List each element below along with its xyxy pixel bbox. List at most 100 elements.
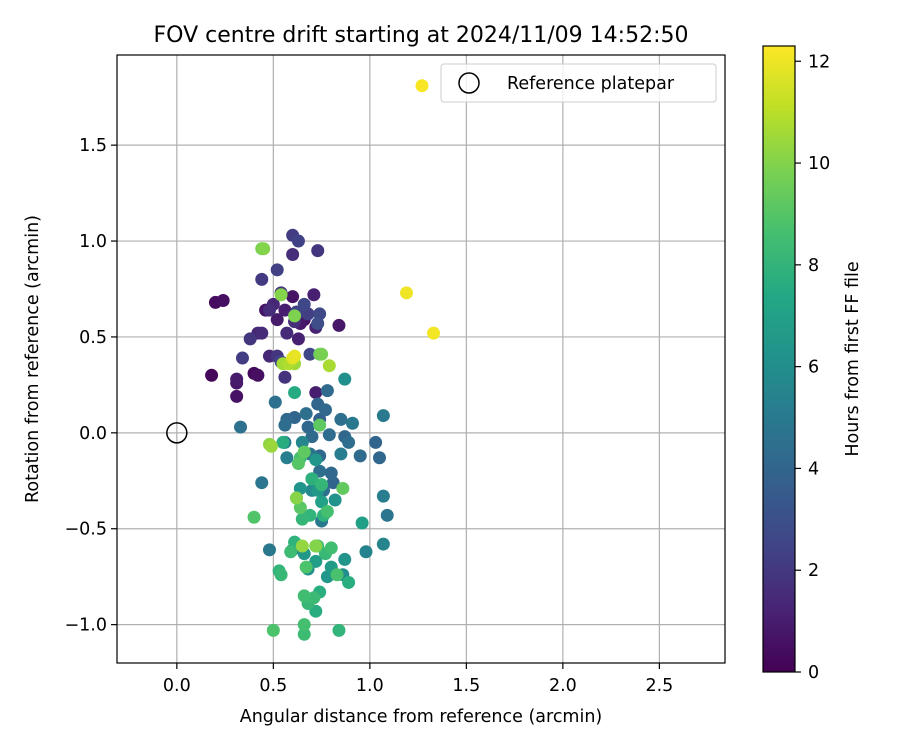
colorbar-tick-label: 6 [808,358,819,378]
legend: Reference platepar [440,63,717,103]
scatter-point [334,412,348,426]
scatter-point [318,403,332,417]
scatter-point [353,449,367,463]
scatter-point [332,318,346,332]
legend-marker-icon [458,72,480,94]
scatter-point [262,303,276,317]
scatter-point [338,372,352,386]
scatter-point [342,575,356,589]
scatter-point [276,435,290,449]
scatter-point [315,495,329,509]
scatter-point [288,309,302,323]
scatter-point [247,510,261,524]
scatter-point [270,263,284,277]
y-axis-ticks: −1.0 −0.5 0.0 0.5 1.0 1.5 [65,136,117,636]
scatter-point [311,317,325,331]
colorbar-ticks: 0 2 4 6 8 10 12 [795,52,830,683]
y-tick-label: 1.0 [79,232,107,252]
x-tick-label: 1.5 [452,676,480,696]
scatter-point [299,407,313,421]
scatter-point [270,313,284,327]
x-tick-label: 2.5 [645,676,673,696]
y-tick-label: −1.0 [65,616,108,636]
scatter-point [324,466,338,480]
scatter-point [336,481,350,495]
axes-frame [116,54,726,664]
colorbar-gradient [762,45,796,673]
scatter-point [345,416,359,430]
scatter-point [342,435,356,449]
scatter-point [427,326,441,340]
scatter-point [278,418,292,432]
scatter-point [303,347,317,361]
scatter-point [291,234,305,248]
scatter-point [311,244,325,258]
scatter-points [205,79,441,641]
scatter-point [274,568,288,582]
scatter-point [243,332,257,346]
scatter-point [288,386,302,400]
scatter-point [295,512,309,526]
scatter-point [255,326,269,340]
scatter-point [320,504,334,518]
scatter-point [330,568,344,582]
x-tick-label: 0.0 [163,676,191,696]
scatter-point [359,545,373,559]
scatter-point [291,332,305,346]
scatter-point [309,554,323,568]
scatter-point [286,247,300,261]
x-axis-label: Angular distance from reference (arcmin) [240,707,603,727]
scatter-point [309,386,323,400]
scatter-point [266,623,280,637]
y-tick-label: 0.5 [79,328,107,348]
y-axis-label: Rotation from reference (arcmin) [23,215,43,503]
scatter-point [257,242,271,256]
plot-area: 0.0 0.5 1.0 1.5 2.0 2.5 −1.0 −0.5 0.0 0.5 1.0 1.5 [65,54,726,696]
scatter-point [234,420,248,434]
x-axis-ticks: 0.0 0.5 1.0 1.5 2.0 2.5 [163,663,673,696]
scatter-point [255,272,269,286]
colorbar-tick-label: 8 [808,256,819,276]
scatter-point [376,537,390,551]
scatter-point [305,430,319,444]
scatter-point [338,552,352,566]
colorbar-tick-label: 4 [808,459,819,479]
scatter-point [320,384,334,398]
scatter-point [334,447,348,461]
scatter-point [307,591,321,605]
scatter-point [369,435,383,449]
scatter-point [235,351,249,365]
scatter-point [324,541,338,555]
y-tick-label: −0.5 [65,520,108,540]
scatter-point [278,303,292,317]
scatter-point [376,489,390,503]
scatter-point [286,290,300,304]
scatter-point [230,389,244,403]
scatter-point [284,545,298,559]
scatter-point [255,476,269,490]
scatter-point [216,294,230,308]
scatter-point [280,326,294,340]
scatter-point [297,618,311,632]
scatter-point [288,349,302,363]
colorbar-tick-label: 0 [808,663,819,683]
scatter-point [322,428,336,442]
legend-entry-reference: Reference platepar [507,74,675,94]
scatter-point [297,589,311,603]
x-tick-label: 0.5 [259,676,287,696]
scatter-point [268,395,282,409]
scatter-point [380,508,394,522]
scatter-point [230,372,244,386]
scatter-point [262,543,276,557]
scatter-point [251,368,265,382]
scatter-point [322,359,336,373]
scatter-point [309,539,323,553]
colorbar-tick-label: 2 [808,561,819,581]
scatter-point [376,409,390,423]
scatter-point [315,347,329,361]
scatter-point [274,288,288,302]
scatter-point [264,439,278,453]
scatter-point [307,288,321,302]
scatter-point [290,491,304,505]
